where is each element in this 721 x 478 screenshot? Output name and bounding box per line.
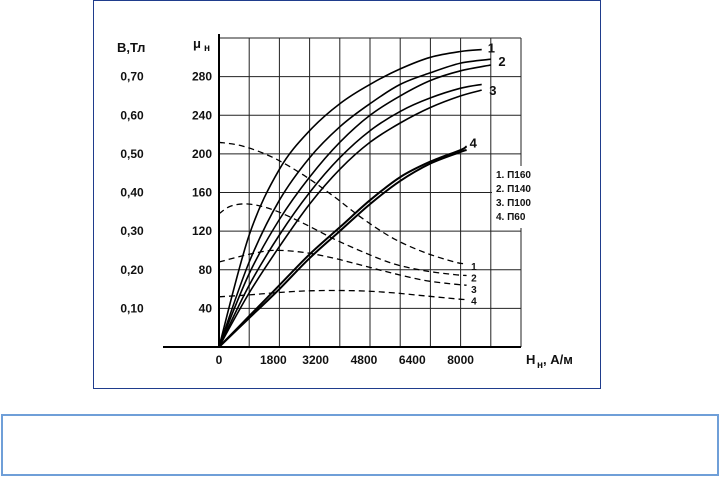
mu-curve-4 — [218, 289, 467, 301]
x-tick-label: 0 — [216, 353, 223, 367]
legend-entry: 3. П100 — [496, 198, 531, 209]
mu-tick-label: 120 — [192, 224, 212, 238]
b-axis-title: В,Тл — [117, 40, 145, 55]
mu-tick-label: 40 — [199, 301, 213, 315]
mu-tick-label: 280 — [192, 70, 212, 84]
legend-entry: 2. П140 — [496, 184, 531, 195]
mu-axis-title: μ — [193, 36, 201, 51]
b-tick-label: 0,10 — [120, 301, 144, 315]
b-curve-3 — [218, 89, 482, 348]
b-tick-label: 0,50 — [120, 147, 144, 161]
axes: В,Тл μ нH н, А/м — [117, 34, 573, 371]
b-curve-2 — [218, 83, 482, 348]
x-axis-title-sub: н — [537, 360, 543, 371]
legend: 1. П160 2. П140 3. П100 4. П60 — [492, 166, 546, 228]
b-curve-1 — [218, 58, 491, 348]
b-curve-4 — [218, 149, 467, 348]
mu-tick-label: 240 — [192, 108, 212, 122]
b-tick-label: 0,70 — [120, 70, 144, 84]
mu-tick-label: 200 — [192, 147, 212, 161]
b-curve-label: 4 — [470, 135, 478, 150]
mu-tick-label: 80 — [199, 263, 213, 277]
x-tick-label: 8000 — [447, 353, 474, 367]
b-tick-label: 0,60 — [120, 108, 144, 122]
legend-background — [492, 166, 546, 228]
tick-labels: 0 1800 3200 4800 6400 80000,100,200,300,400,5… — [120, 70, 474, 367]
x-axis-title: H — [526, 352, 535, 367]
b-curve-2 — [218, 64, 491, 348]
b-tick-label: 0,30 — [120, 224, 144, 238]
series-group — [218, 48, 491, 348]
mu-curve-2 — [218, 203, 467, 277]
b-curve-label: 1 — [488, 41, 495, 56]
caption-box — [1, 414, 719, 476]
mu-axis-title-sub: н — [204, 43, 210, 54]
b-curve-label: 2 — [498, 54, 505, 69]
mu-curve-label: 1 — [471, 262, 477, 273]
legend-entry: 4. П60 — [496, 212, 526, 223]
mu-curve-3 — [218, 249, 467, 286]
x-tick-label: 4800 — [351, 353, 378, 367]
legend-entry: 1. П160 — [496, 170, 531, 181]
mu-curve-label: 3 — [471, 285, 477, 296]
x-tick-label: 6400 — [399, 353, 426, 367]
mu-curve-label: 4 — [471, 297, 477, 308]
b-curve-label: 3 — [489, 83, 496, 98]
x-tick-label: 1800 — [260, 353, 287, 367]
mu-tick-label: 160 — [192, 186, 212, 200]
mu-curve-label: 2 — [471, 273, 477, 284]
x-axis-title-unit: , А/м — [543, 352, 573, 367]
mu-curve-1 — [218, 141, 467, 265]
b-tick-label: 0,40 — [120, 186, 144, 200]
x-tick-label: 3200 — [302, 353, 329, 367]
b-tick-label: 0,20 — [120, 263, 144, 277]
b-curve-1 — [218, 48, 482, 348]
